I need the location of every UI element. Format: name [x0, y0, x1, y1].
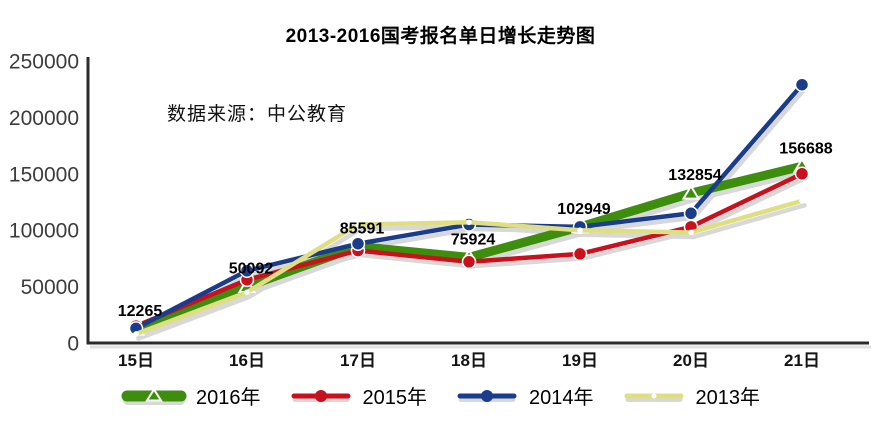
svg-text:75924: 75924 — [451, 231, 496, 248]
svg-text:18日: 18日 — [451, 351, 487, 370]
data-source-note: 数据来源：中公教育 — [167, 104, 348, 125]
legend-label-2015: 2015年 — [362, 387, 428, 409]
legend-label-2016: 2016年 — [196, 387, 261, 409]
svg-text:15日: 15日 — [118, 351, 154, 370]
chart-title: 2013-2016国考报名单日增长走势图 — [285, 26, 596, 47]
svg-text:19日: 19日 — [562, 351, 598, 370]
legend-item-2015: 2015年 — [288, 381, 428, 410]
svg-text:100000: 100000 — [9, 220, 79, 243]
svg-text:21日: 21日 — [784, 351, 820, 370]
svg-text:85591: 85591 — [340, 220, 385, 237]
svg-text:156688: 156688 — [779, 140, 832, 157]
legend-marker-2014-icon — [454, 386, 520, 406]
svg-text:200000: 200000 — [9, 107, 79, 130]
svg-text:17日: 17日 — [340, 351, 376, 370]
legend-marker-2016-icon — [121, 386, 187, 406]
chart-legend: 2016年 2015年 2014年 2013年 — [0, 381, 881, 410]
legend-label-2014: 2014年 — [529, 387, 594, 409]
svg-text:50000: 50000 — [21, 276, 79, 299]
svg-text:20日: 20日 — [673, 351, 709, 370]
svg-text:16日: 16日 — [229, 351, 265, 370]
svg-text:50092: 50092 — [229, 260, 274, 277]
svg-text:150000: 150000 — [9, 163, 79, 186]
legend-marker-2015-icon — [288, 386, 354, 406]
svg-text:102949: 102949 — [557, 201, 610, 218]
legend-item-2016: 2016年 — [121, 381, 261, 410]
svg-text:0: 0 — [67, 333, 79, 356]
legend-label-2013: 2013年 — [695, 387, 761, 409]
legend-marker-2013-icon — [621, 386, 687, 406]
legend-item-2014: 2014年 — [454, 381, 594, 410]
svg-text:250000: 250000 — [9, 51, 79, 74]
svg-text:132854: 132854 — [668, 167, 721, 184]
legend-item-2013: 2013年 — [621, 381, 761, 410]
svg-text:12265: 12265 — [118, 303, 163, 320]
